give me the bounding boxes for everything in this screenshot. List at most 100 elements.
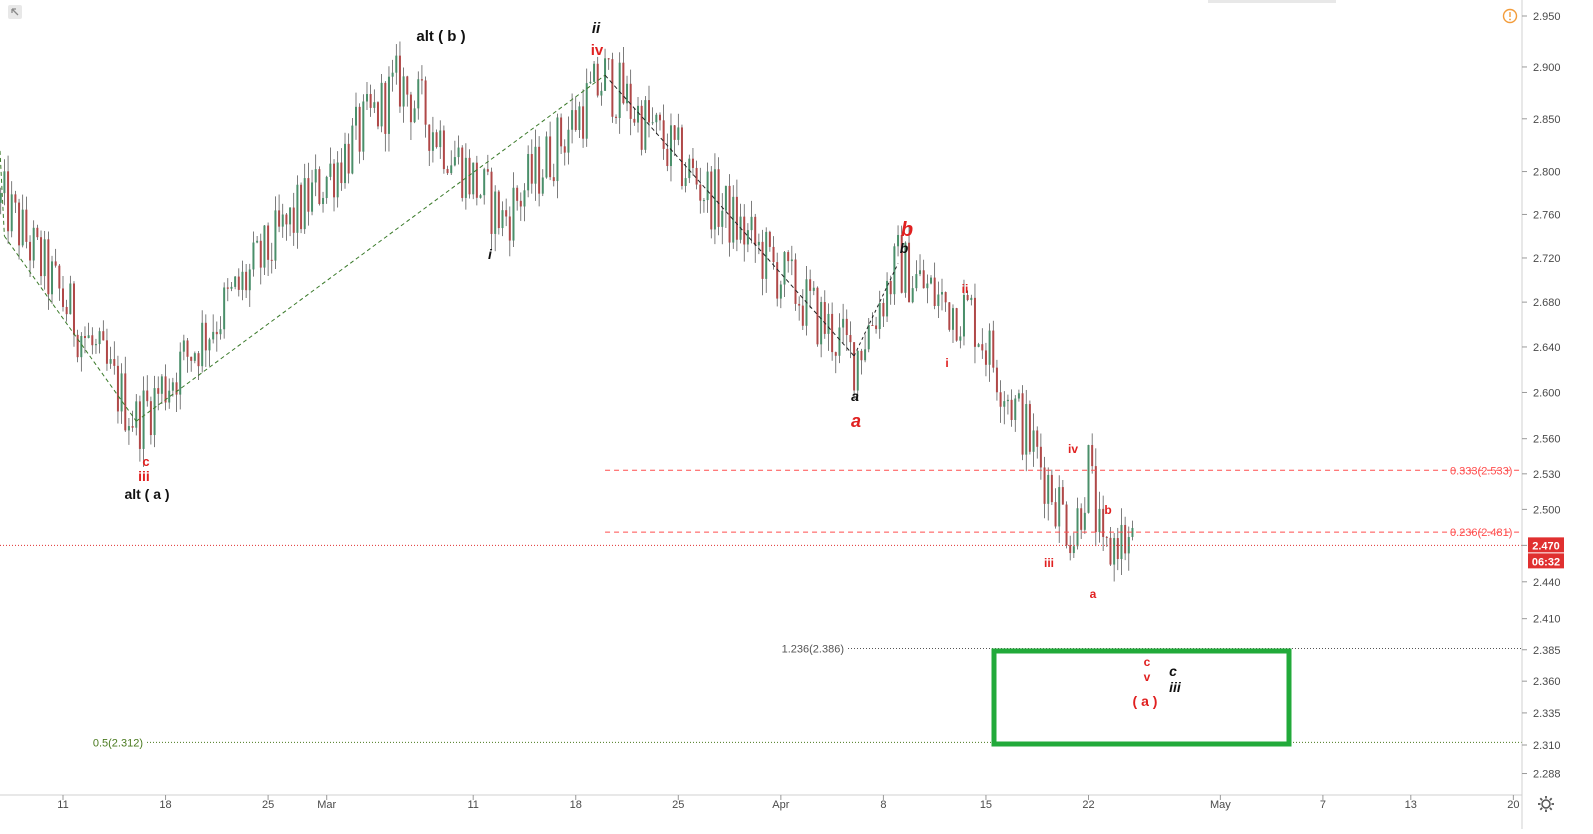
candle-body [413, 108, 416, 123]
candle-body [347, 143, 350, 174]
wave-label: alt ( b ) [416, 28, 465, 45]
candle-body [680, 127, 683, 186]
warning-icon[interactable] [1502, 8, 1518, 24]
candle-body [776, 262, 779, 299]
candle-body [1102, 508, 1105, 537]
candle-body [0, 193, 2, 203]
candle-body [457, 147, 460, 158]
candle-body [171, 382, 174, 391]
candle-body [889, 280, 892, 295]
candle-body [91, 335, 94, 346]
candle-body [984, 350, 987, 365]
price-axis[interactable]: 2.950 2.900 2.850 2.800 2.760 2.720 2.680 2.640… [1522, 11, 1564, 781]
candle-body [809, 279, 812, 291]
candle-body [1006, 399, 1009, 402]
candle-body [567, 129, 570, 153]
candle-body [999, 392, 1002, 407]
time-tick-label: 25 [672, 799, 684, 811]
candle-body [966, 294, 969, 301]
wave-label: v [1144, 670, 1151, 684]
candle-body [475, 162, 478, 198]
candle-body [856, 350, 859, 391]
candle-body [1083, 512, 1086, 530]
candle-body [563, 146, 566, 153]
candle-body [538, 146, 541, 194]
candle-body [450, 165, 453, 174]
candle-body [560, 117, 563, 147]
target-zone-box[interactable] [991, 648, 1292, 747]
candle-body [728, 185, 731, 243]
candle-body [571, 110, 574, 130]
candle-body [105, 340, 108, 364]
candle-body [721, 210, 724, 227]
candle-body [18, 202, 21, 246]
wave-label: iii [1169, 679, 1182, 695]
candle-body [7, 171, 10, 232]
time-axis[interactable]: 11 18 25 Mar 11 18 25 Apr 8 15 22 May 7 13 20 [57, 795, 1519, 811]
candle-body [446, 169, 449, 174]
candle-body [750, 216, 753, 231]
price-tick-label: 2.410 [1533, 614, 1561, 626]
candle-body [54, 261, 57, 266]
candle-body [1113, 538, 1116, 565]
candle-body [626, 83, 629, 104]
settings-gear-icon[interactable] [1538, 796, 1554, 812]
candle-body [867, 325, 870, 350]
candle-body [937, 294, 940, 306]
candle-body [900, 234, 903, 293]
candle-body [585, 83, 588, 139]
candle-body [62, 288, 64, 307]
candle-body [281, 214, 284, 227]
wave-label: ii [592, 20, 601, 37]
wave-label: b [900, 240, 909, 256]
price-tick-label: 2.560 [1533, 434, 1561, 446]
candle-body [453, 157, 456, 166]
candle-body [340, 162, 343, 184]
collapse-icon[interactable] [8, 5, 22, 19]
candle-body [508, 216, 511, 241]
wave-label: c [142, 454, 149, 469]
candle-body [1094, 466, 1097, 533]
candle-body [995, 367, 998, 393]
candle-body [486, 169, 489, 172]
wave-label: b [1104, 503, 1111, 517]
wave-label: iii [138, 468, 150, 484]
candle-body [259, 240, 262, 268]
candle-body [58, 265, 61, 289]
candle-body [314, 169, 317, 183]
candle-body [1054, 502, 1057, 527]
candle-body [241, 271, 244, 290]
candle-body [248, 269, 251, 291]
candle-body [387, 76, 390, 134]
candle-body [230, 286, 233, 289]
wave-label: iii [1044, 556, 1054, 570]
wave-label: ( a ) [1133, 693, 1158, 709]
candle-body [757, 241, 760, 246]
candle-body [1080, 508, 1083, 530]
candle-body [1017, 393, 1020, 399]
candle-body [186, 340, 189, 357]
price-tick-label: 2.385 [1533, 645, 1561, 657]
candle-body [179, 351, 182, 395]
candle-body [215, 331, 218, 335]
candle-body [204, 322, 207, 351]
candle-body [801, 305, 804, 326]
candle-body [278, 210, 281, 227]
candle-body [530, 154, 533, 184]
candle-body [365, 94, 368, 102]
candle-body [483, 169, 486, 196]
candle-body [428, 124, 431, 151]
candle-body [47, 239, 50, 295]
price-tick-label: 2.760 [1533, 209, 1561, 221]
candle-body [622, 62, 625, 104]
candle-body [882, 302, 885, 317]
candle-body [545, 136, 548, 178]
candle-body [831, 313, 834, 353]
candle-body [988, 330, 991, 365]
candle-body [237, 276, 240, 290]
candle-body [574, 110, 577, 131]
price-tick-label: 2.850 [1533, 114, 1561, 126]
candle-body [501, 210, 504, 229]
